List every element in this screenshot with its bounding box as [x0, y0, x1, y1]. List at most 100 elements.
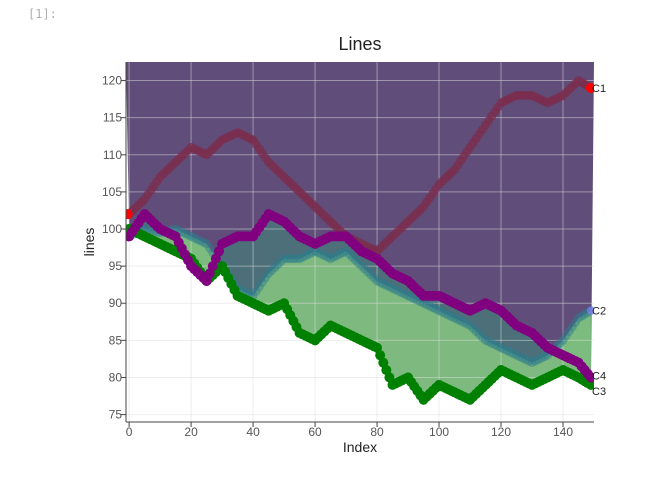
point-c2	[316, 249, 326, 259]
point-c2	[353, 258, 363, 268]
point-c2	[456, 316, 466, 326]
point-c2	[437, 307, 447, 317]
point-c2	[357, 261, 367, 271]
y-tick-label: 95	[109, 259, 123, 273]
point-c2	[446, 312, 456, 322]
point-c2	[521, 355, 531, 365]
point-c2	[270, 263, 280, 273]
point-c2	[313, 248, 323, 258]
point-c2	[490, 340, 500, 350]
point-c2	[254, 282, 264, 292]
point-c2	[462, 319, 472, 329]
point-c2	[326, 254, 336, 264]
point-c2	[350, 255, 360, 265]
point-c2	[577, 311, 587, 321]
cell-prompt: [1]:	[28, 7, 57, 21]
point-c2	[388, 283, 398, 293]
point-c2	[288, 254, 298, 264]
point-c2	[344, 249, 354, 259]
point-c2	[192, 234, 202, 244]
point-c2	[205, 243, 215, 253]
point-c2	[338, 248, 348, 258]
point-c2	[496, 343, 506, 353]
point-c2	[295, 254, 305, 264]
point-c2	[298, 252, 308, 262]
fill-area-c2-c3	[129, 229, 591, 400]
point-c2	[276, 257, 286, 267]
point-c2	[580, 309, 590, 319]
point-c2	[307, 248, 317, 258]
x-tick-label: 80	[370, 425, 384, 439]
y-tick-label: 80	[109, 370, 123, 384]
point-c2	[301, 251, 311, 261]
fill-areas	[126, 62, 594, 400]
point-c2	[391, 285, 401, 295]
point-c2	[347, 252, 357, 262]
point-c2	[539, 352, 549, 362]
point-c2	[443, 310, 453, 320]
point-c2	[431, 304, 441, 314]
x-tick-label: 100	[429, 425, 449, 439]
point-c2	[375, 277, 385, 287]
start-marker	[126, 209, 133, 220]
point-c2	[180, 228, 190, 238]
point-c2	[477, 332, 487, 342]
point-c2	[372, 276, 382, 286]
x-tick-label: 140	[553, 425, 573, 439]
point-c2	[512, 350, 522, 360]
point-c2	[257, 277, 267, 287]
point-c2	[505, 347, 515, 357]
point-c2	[310, 246, 320, 256]
point-c2	[474, 329, 484, 339]
x-tick-label: 60	[308, 425, 322, 439]
point-c2	[198, 237, 208, 247]
point-c2	[341, 246, 351, 256]
point-c2	[319, 251, 329, 261]
y-tick-label: 120	[102, 74, 122, 88]
fill-area-c4-c2	[129, 214, 591, 378]
end-label-c1: C1	[592, 83, 606, 95]
point-c2	[394, 286, 404, 296]
end-label-c3: C3	[592, 386, 606, 398]
y-tick-label: 75	[109, 408, 123, 422]
point-c2	[363, 267, 373, 277]
y-axis-label: lines	[81, 228, 97, 257]
point-c2	[487, 338, 497, 348]
point-c2	[440, 309, 450, 319]
point-c2	[202, 239, 212, 249]
point-c2	[533, 355, 543, 365]
point-c2	[282, 254, 292, 264]
point-c2	[384, 282, 394, 292]
point-c2	[273, 260, 283, 270]
point-c2	[291, 254, 301, 264]
point-c2	[465, 321, 475, 331]
point-c2	[403, 291, 413, 301]
point-c2	[400, 289, 410, 299]
point-c2	[251, 286, 261, 296]
point-c2	[471, 326, 481, 336]
chart-title: Lines	[338, 34, 381, 54]
point-c2	[304, 249, 314, 259]
data-points	[126, 76, 594, 405]
point-c2	[369, 273, 379, 283]
point-c2	[397, 288, 407, 298]
point-c2	[484, 337, 494, 347]
point-c2	[329, 252, 339, 262]
point-c2	[459, 318, 469, 328]
point-c2	[409, 294, 419, 304]
end-label-c4: C4	[592, 370, 606, 382]
point-c2	[260, 273, 270, 283]
point-c4	[585, 372, 594, 383]
point-c2	[381, 280, 391, 290]
point-c2	[508, 349, 518, 359]
point-c2	[493, 341, 503, 351]
end-marker-c1	[585, 82, 594, 93]
point-c2	[570, 318, 580, 328]
x-tick-label: 0	[126, 425, 133, 439]
point-c2	[567, 322, 577, 332]
point-c2	[428, 303, 438, 313]
point-c2	[360, 264, 370, 274]
point-c2	[515, 352, 525, 362]
y-tick-label: 105	[102, 185, 122, 199]
